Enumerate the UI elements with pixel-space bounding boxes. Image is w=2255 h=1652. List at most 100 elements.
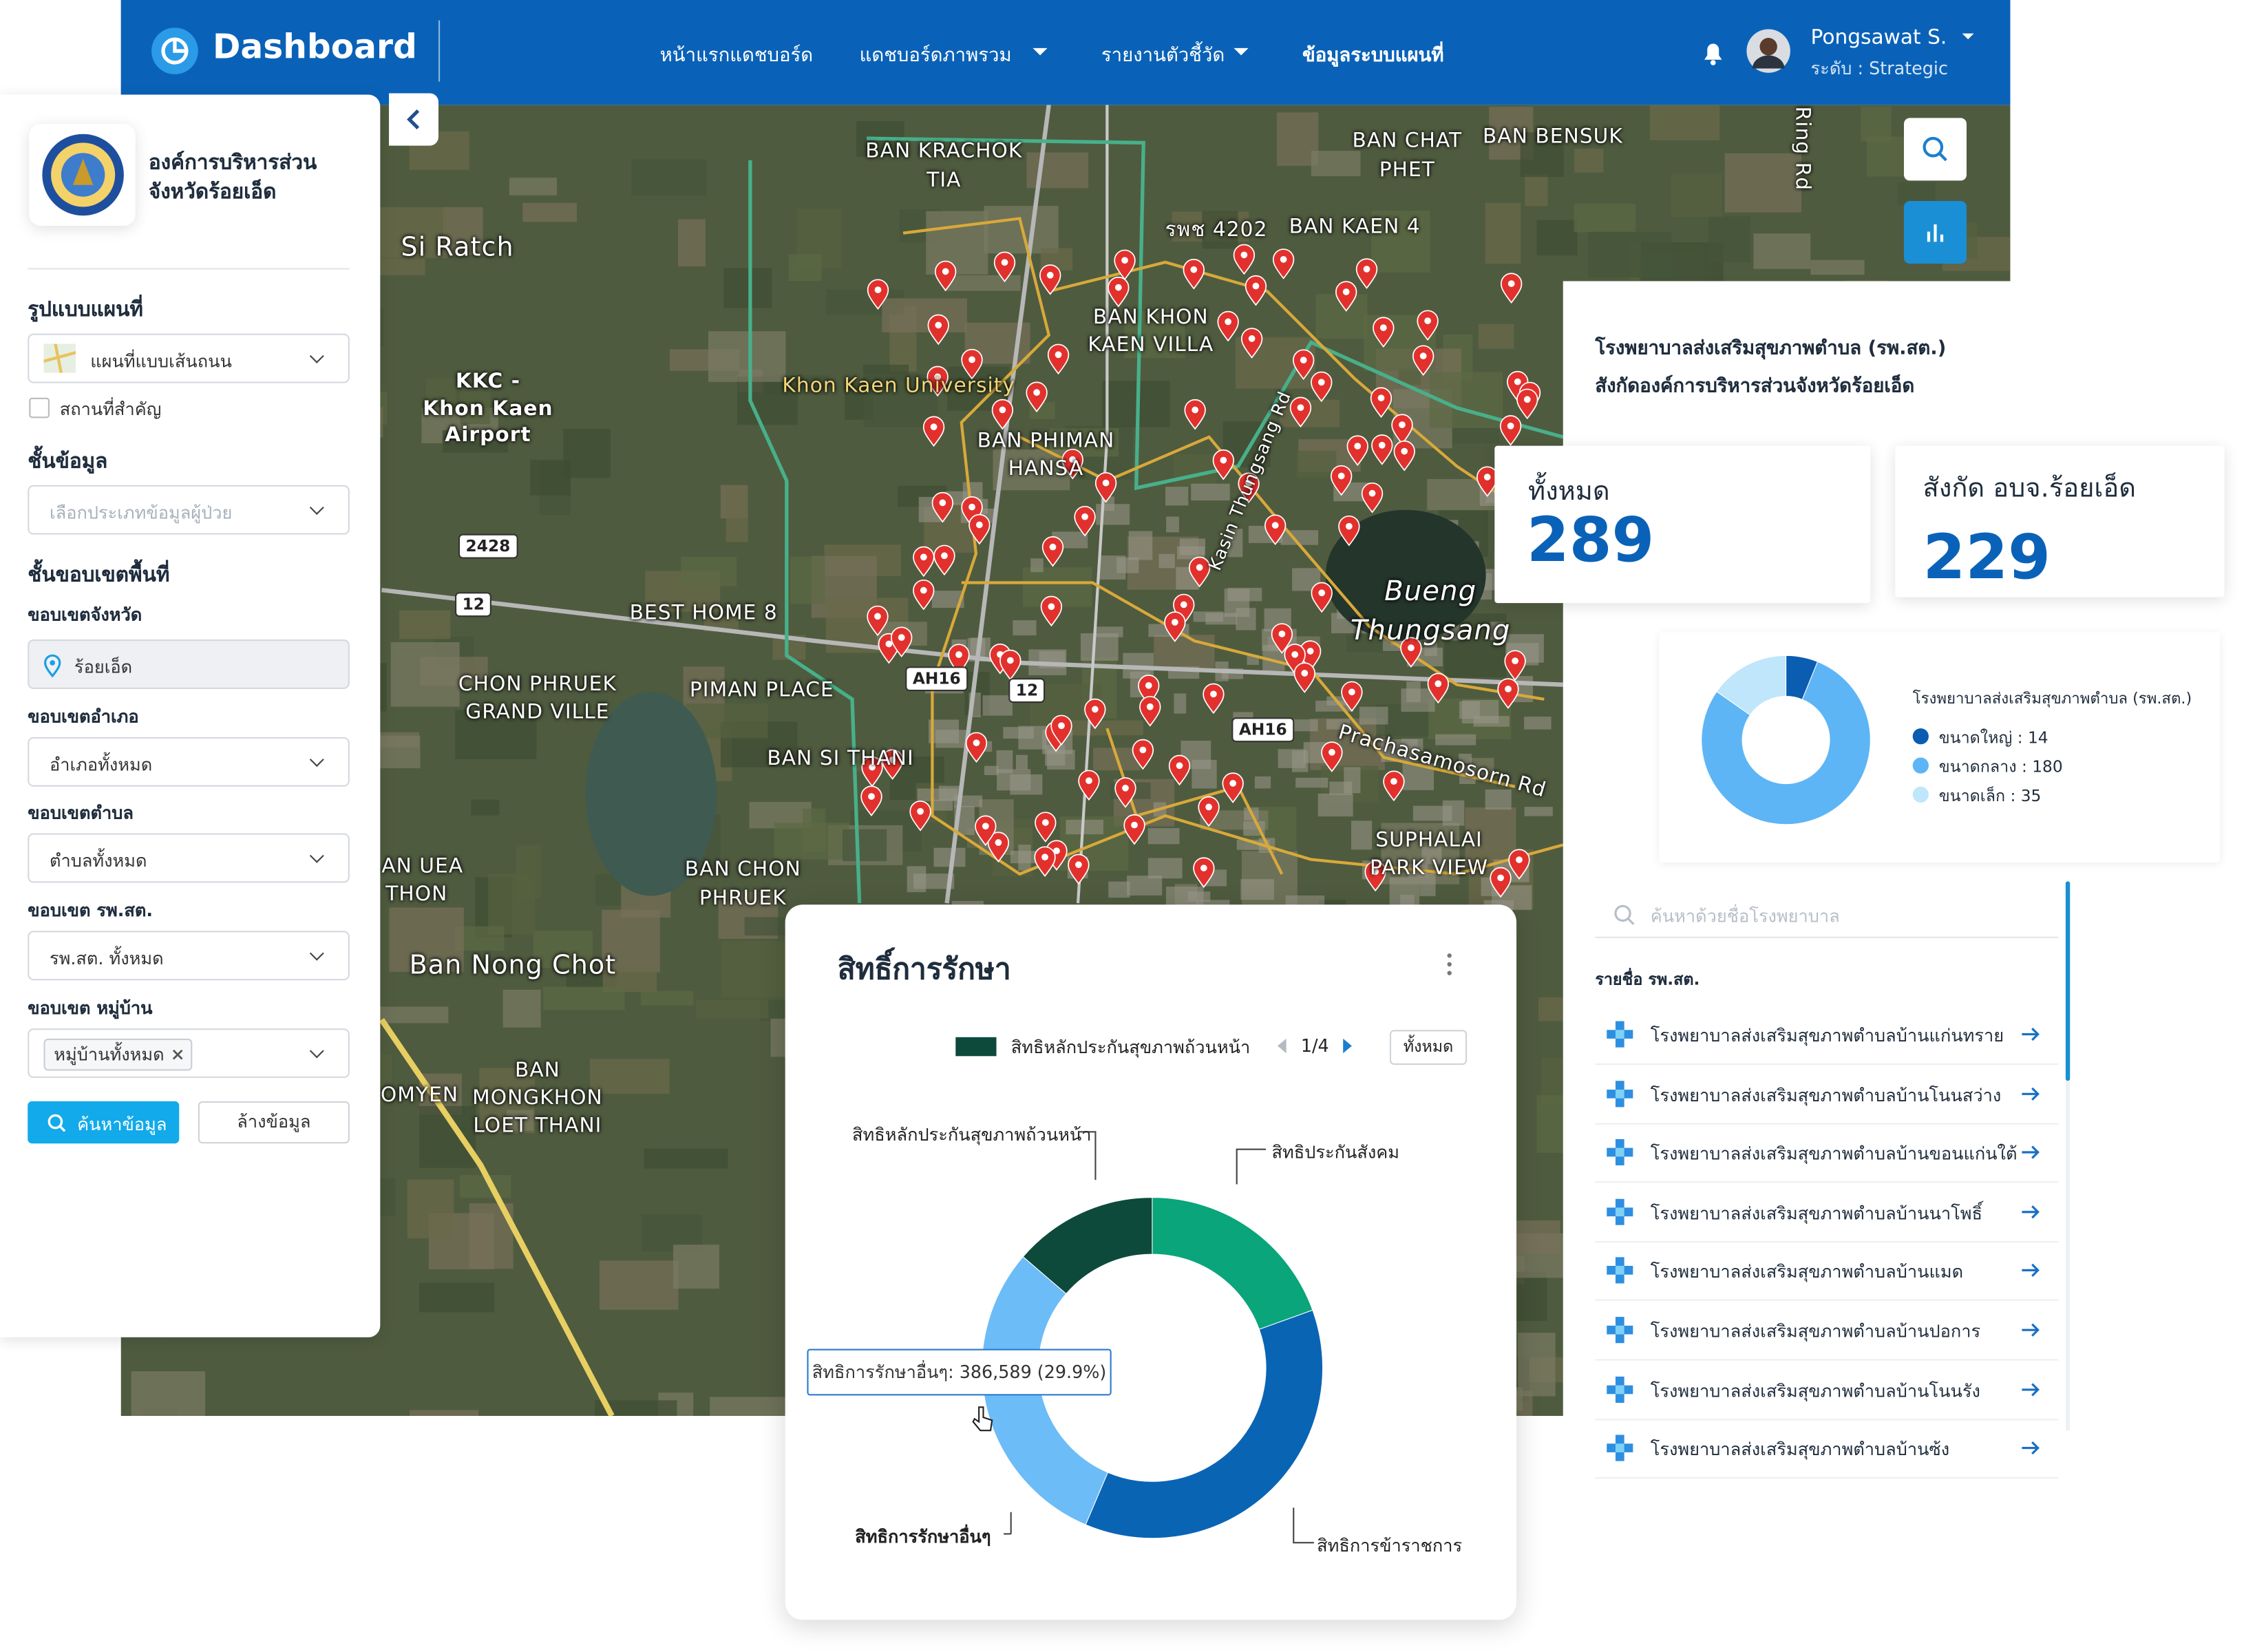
field — [673, 1245, 719, 1289]
built-up — [933, 847, 966, 867]
field — [644, 1148, 728, 1169]
scrollbar — [2065, 881, 2071, 1081]
map-pin — [1335, 281, 1357, 312]
hospital-row[interactable]: โรงพยาบาลส่งเสริมสุขภาพตำบลบ้านโนนสว่าง — [1595, 1064, 2059, 1124]
map-pin — [927, 314, 949, 346]
map-search-button[interactable] — [1903, 118, 1967, 181]
map-label: GRAND VILLE — [465, 700, 610, 724]
caret — [1234, 47, 1249, 63]
pin-dot — [1301, 670, 1309, 677]
map-pin — [1061, 449, 1083, 480]
map-label: PHRUEK — [699, 887, 787, 911]
village-select[interactable]: หมู่บ้านทั้งหมด — [28, 1028, 350, 1079]
arrow — [2022, 1382, 2040, 1396]
pin-shape — [927, 314, 949, 346]
pin-shape — [1039, 264, 1061, 295]
field — [1485, 202, 1521, 264]
chevron — [309, 348, 324, 363]
pin-dot — [1345, 522, 1353, 530]
chip-remove[interactable] — [171, 1049, 183, 1061]
field — [1574, 203, 1636, 233]
menu-item[interactable]: หน้าแรกแดชบอร์ด — [659, 45, 814, 67]
built-up — [1193, 611, 1224, 622]
district-select[interactable]: อำเภอทั้งหมด — [28, 737, 350, 787]
built-up — [1147, 828, 1180, 845]
map-style-select[interactable]: แผนที่แบบเส้นถนน — [28, 333, 350, 383]
pin-shape — [933, 544, 955, 576]
hospital-row[interactable]: โรงพยาบาลส่งเสริมสุขภาพตำบลบ้านนาโพธิ์ — [1595, 1183, 2059, 1242]
field — [407, 1179, 454, 1239]
pin-dot — [955, 651, 962, 658]
collapse-button[interactable] — [389, 93, 438, 146]
menu-item[interactable]: รายงานตัวชี้วัด — [1101, 45, 1225, 67]
map-pin — [1034, 846, 1056, 878]
map-pin — [927, 366, 949, 397]
pin-dot — [1048, 603, 1055, 611]
field — [681, 556, 737, 586]
pin-dot — [1271, 522, 1279, 529]
hospital-search[interactable]: ค้นหาด้วยชื่อโรงพยาบาล — [1595, 890, 2059, 938]
pin-dot — [941, 552, 948, 560]
checkbox[interactable] — [29, 397, 50, 419]
map-chart-button[interactable] — [1903, 201, 1967, 264]
brand: Dashboard — [212, 29, 417, 67]
hospital-name: โรงพยาบาลส่งเสริมสุขภาพตำบลบ้านปอการ — [1650, 1321, 1981, 1342]
pager-prev[interactable] — [1276, 1037, 1288, 1055]
hospital-row[interactable]: โรงพยาบาลส่งเสริมสุขภาพตำบลบ้านแมด — [1595, 1242, 2059, 1302]
more-menu[interactable] — [1443, 951, 1455, 980]
pin-shape — [1293, 662, 1315, 693]
avatar[interactable] — [1746, 29, 1790, 73]
pin-dot — [1046, 271, 1054, 279]
hospital-row[interactable]: โรงพยาบาลส่งเสริมสุขภาพตำบลบ้านโนนรัง — [1595, 1360, 2059, 1420]
org-logo — [42, 134, 124, 216]
arrow — [2022, 1027, 2040, 1041]
pager-next[interactable] — [1342, 1037, 1353, 1055]
map-pin — [1222, 772, 1244, 803]
menu-item[interactable]: แดชบอร์ดภาพรวม — [859, 45, 1012, 67]
pin-shape — [1094, 472, 1117, 503]
hospital-row[interactable]: โรงพยาบาลส่งเสริมสุขภาพตำบลบ้านขอนแก่นใต… — [1595, 1123, 2059, 1183]
arrow — [2022, 1323, 2040, 1337]
pin-shape — [1189, 556, 1211, 588]
field — [509, 178, 558, 195]
pin-shape — [1217, 310, 1239, 342]
pin-dot — [874, 613, 881, 620]
cursor — [972, 1406, 993, 1432]
menu-item[interactable]: ข้อมูลระบบแผนที่ — [1302, 45, 1444, 67]
clear-button[interactable]: ล้างข้อมูล — [198, 1101, 350, 1144]
caret — [1033, 47, 1048, 63]
search-button[interactable]: ค้นหาข้อมูล — [28, 1101, 180, 1144]
field — [543, 986, 625, 1010]
pin-shape — [1361, 483, 1384, 513]
map-pin — [1311, 582, 1333, 613]
pin-shape — [922, 416, 945, 447]
hospital-select[interactable]: รพ.สต. ทั้งหมด — [28, 931, 350, 981]
boundary — [867, 136, 1564, 491]
field — [377, 258, 425, 275]
hospital-icon — [1607, 1021, 1633, 1048]
layer-select[interactable]: เลือกประเภทข้อมูลผู้ป่วย — [28, 485, 350, 535]
hospital-row[interactable]: โรงพยาบาลส่งเสริมสุขภาพตำบลบ้านปอการ — [1595, 1301, 2059, 1361]
field — [944, 275, 1021, 291]
hospital-row[interactable]: โรงพยาบาลส่งเสริมสุขภาพตำบลบ้านแก่นทราย — [1595, 1005, 2059, 1065]
checkbox-label: สถานที่สำคัญ — [59, 399, 162, 420]
all-button[interactable]: ทั้งหมด — [1389, 1030, 1468, 1065]
sidebar: องค์การบริหารส่วน จังหวัดร้อยเอ็ด รูปแบบ… — [0, 94, 381, 1337]
pin-shape — [891, 626, 913, 658]
hospital-row[interactable]: โรงพยาบาลส่งเสริมสุขภาพตำบลบ้านซ้ง — [1595, 1419, 2059, 1479]
bell-icon[interactable] — [1699, 38, 1728, 67]
subdistrict-select[interactable]: ตำบลทั้งหมด — [28, 833, 350, 883]
chip[interactable]: หมู่บ้านทั้งหมด — [43, 1038, 192, 1071]
map-pin — [1383, 770, 1405, 802]
pin-dot — [1280, 255, 1287, 263]
map-pin — [1245, 275, 1267, 306]
pin-dot — [1434, 680, 1442, 688]
map-label: BAN PHIMAN — [977, 430, 1115, 454]
map-pin — [1203, 683, 1225, 714]
map-pin — [867, 605, 889, 637]
hospital-icon — [1607, 1258, 1633, 1284]
pin-shape — [975, 815, 997, 847]
pin-dot — [1091, 706, 1099, 713]
callout-lines — [1004, 1131, 1314, 1544]
pin-shape — [1346, 435, 1368, 466]
